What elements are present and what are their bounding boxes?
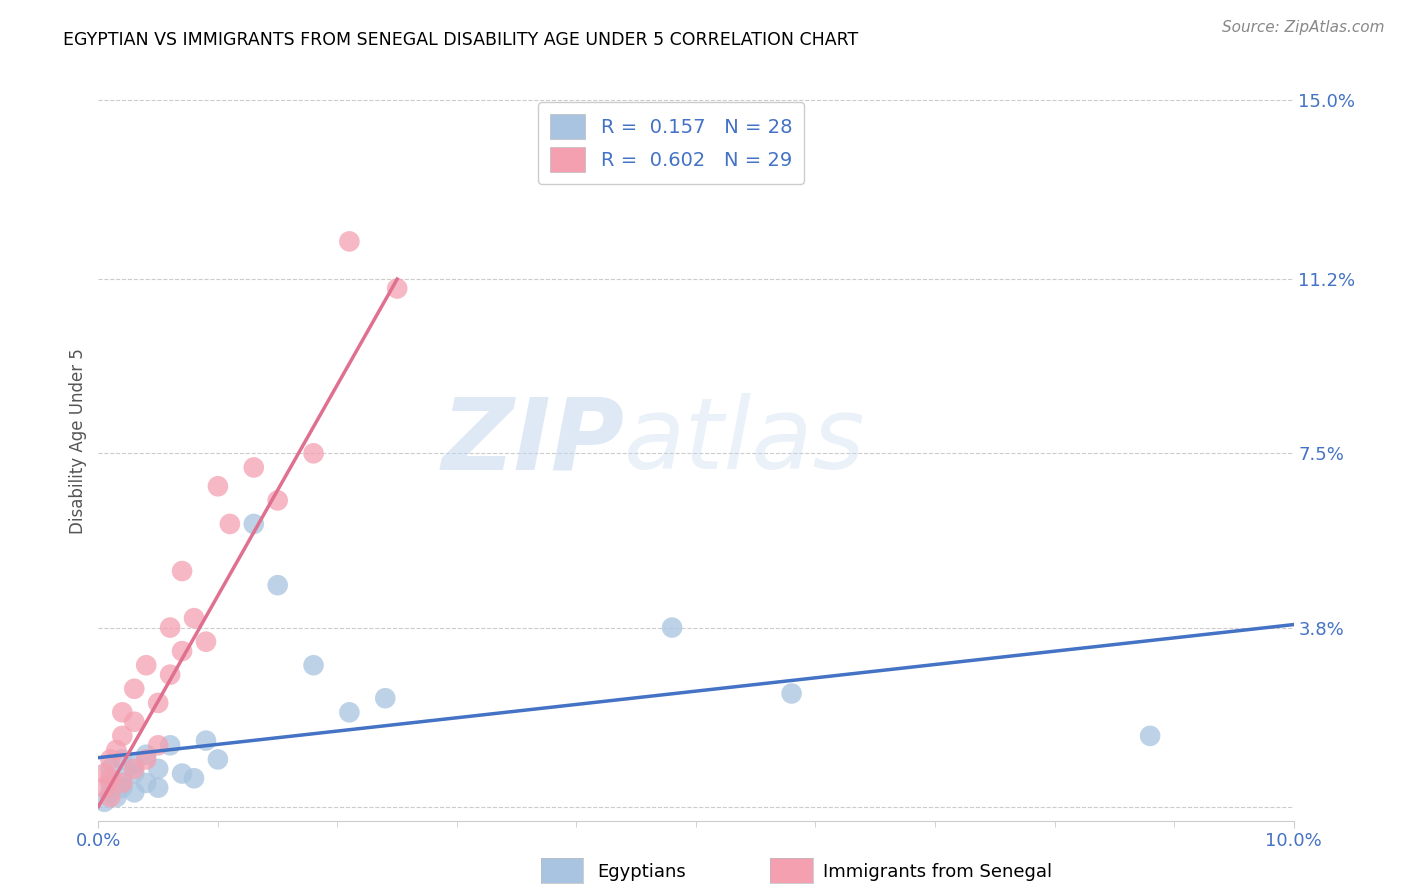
Point [124,757,146,772]
Point [159,667,181,681]
Point [148,762,170,776]
Point [148,739,170,753]
Point [111,729,134,743]
Point [267,493,290,508]
Point [302,446,325,460]
Point [135,747,157,762]
Point [339,235,361,249]
Point [195,634,218,648]
Text: ZIP: ZIP [441,393,624,490]
Point [98,771,122,785]
Point [111,706,134,720]
Point [159,739,181,753]
Point [780,686,803,700]
Y-axis label: Disability Age Under 5: Disability Age Under 5 [69,349,87,534]
Point [183,611,205,625]
Point [105,743,128,757]
Legend: R =  0.157   N = 28, R =  0.602   N = 29: R = 0.157 N = 28, R = 0.602 N = 29 [538,103,804,184]
Point [1139,729,1161,743]
Text: atlas: atlas [624,393,866,490]
Point [243,460,266,475]
Point [124,714,146,729]
Point [219,516,242,531]
Point [93,766,115,780]
Point [105,790,128,805]
Point [135,752,157,766]
Point [111,752,134,766]
Point [111,776,134,790]
Point [385,281,409,295]
Point [93,795,115,809]
Point [267,578,290,592]
Point [124,762,146,776]
Point [111,771,134,785]
Point [98,752,122,766]
Point [195,733,218,747]
Text: Immigrants from Senegal: Immigrants from Senegal [823,863,1052,881]
Point [135,776,157,790]
Point [124,766,146,780]
Point [124,681,146,696]
Point [93,780,115,795]
Point [111,780,134,795]
Text: EGYPTIAN VS IMMIGRANTS FROM SENEGAL DISABILITY AGE UNDER 5 CORRELATION CHART: EGYPTIAN VS IMMIGRANTS FROM SENEGAL DISA… [63,31,859,49]
Point [98,785,122,799]
Point [302,658,325,673]
Point [148,696,170,710]
Point [207,752,229,766]
Point [183,771,205,785]
Point [159,621,181,635]
Point [374,691,396,706]
Point [172,766,194,780]
Point [124,785,146,799]
Point [339,706,361,720]
Point [98,762,122,776]
Point [207,479,229,493]
Point [661,621,683,635]
Text: Source: ZipAtlas.com: Source: ZipAtlas.com [1222,20,1385,35]
Text: Egyptians: Egyptians [598,863,686,881]
Point [135,658,157,673]
Point [172,644,194,658]
Point [172,564,194,578]
Point [98,790,122,805]
Point [148,780,170,795]
Point [243,516,266,531]
Point [98,776,122,790]
